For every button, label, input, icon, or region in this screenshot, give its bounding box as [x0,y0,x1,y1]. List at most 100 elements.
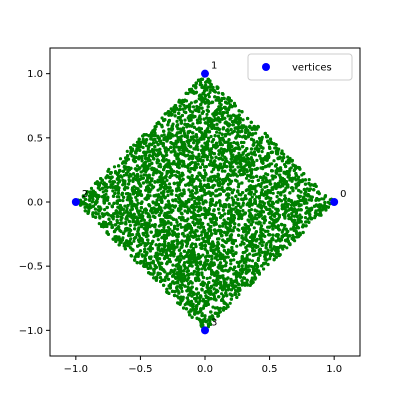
fill-point [217,187,221,191]
fill-point [101,190,105,194]
fill-point [209,134,213,139]
fill-point [285,246,289,250]
fill-point [232,219,236,223]
fill-point [156,238,160,242]
fill-point [272,159,276,163]
fill-point [162,133,166,137]
fill-point [179,252,183,256]
fill-point [208,217,212,221]
fill-point [290,211,294,216]
fill-point [89,186,94,190]
fill-point [297,195,301,200]
fill-point [208,276,212,280]
fill-point [200,144,204,148]
fill-point [217,91,221,95]
fill-point [284,200,288,204]
fill-point [286,155,290,159]
fill-point [175,119,179,123]
fill-point [192,141,196,145]
fill-point [232,188,236,192]
fill-point [228,117,232,121]
fill-point [211,100,215,104]
fill-point [121,199,125,203]
fill-point [128,223,132,227]
fill-point [196,162,200,166]
fill-point [206,222,210,226]
fill-point [195,270,200,274]
fill-point [205,276,209,280]
fill-point [171,198,175,202]
fill-point [119,229,123,234]
fill-point [203,141,207,145]
fill-point [262,267,266,271]
fill-point [211,279,215,283]
fill-point [93,207,97,211]
fill-point [178,222,182,226]
fill-point [182,103,186,107]
fill-point [107,202,111,206]
fill-point [180,289,184,293]
fill-point [142,173,146,177]
fill-point [254,184,258,188]
fill-point [205,157,209,162]
fill-point [268,257,272,261]
fill-point [248,235,253,239]
fill-point [307,178,311,182]
fill-point [244,125,248,129]
fill-point [98,216,102,220]
fill-point [214,194,218,198]
fill-point [263,254,267,259]
fill-point [160,134,164,138]
fill-point [244,197,248,201]
fill-point [195,237,199,242]
fill-point [237,217,241,221]
fill-point [210,156,214,160]
fill-point [166,225,170,229]
fill-point [250,233,254,237]
fill-point [237,292,241,297]
fill-point [241,201,245,205]
fill-point [134,195,138,199]
fill-point [201,162,205,166]
fill-point [216,314,221,318]
fill-point [87,198,91,202]
fill-point [167,131,171,135]
fill-point [196,148,200,152]
fill-point [202,178,206,182]
fill-point [103,208,107,212]
fill-point [247,264,251,268]
fill-point [183,118,187,122]
fill-point [248,204,252,208]
fill-point [83,205,87,209]
fill-point [234,289,238,293]
fill-point [242,140,246,145]
fill-point [248,244,252,248]
fill-point [210,170,214,174]
fill-point [176,232,181,236]
fill-point [220,169,224,173]
fill-point [235,141,239,145]
fill-point [129,253,133,258]
fill-point [167,241,171,246]
fill-point [123,204,127,208]
fill-point [283,194,287,198]
fill-point [215,258,220,262]
fill-point [103,185,107,189]
fill-point [274,207,278,211]
fill-point [221,294,226,298]
fill-point [210,257,214,261]
fill-point [196,234,201,238]
fill-point [140,156,144,160]
fill-point [122,173,126,177]
fill-point [166,193,170,198]
fill-point [125,149,129,153]
fill-point [129,237,133,241]
fill-point [271,191,275,195]
fill-point [203,268,207,272]
fill-point [264,172,268,176]
fill-point [240,264,244,268]
fill-point [206,92,210,97]
fill-point [91,211,95,215]
fill-point [268,221,272,225]
fill-point [224,261,228,265]
